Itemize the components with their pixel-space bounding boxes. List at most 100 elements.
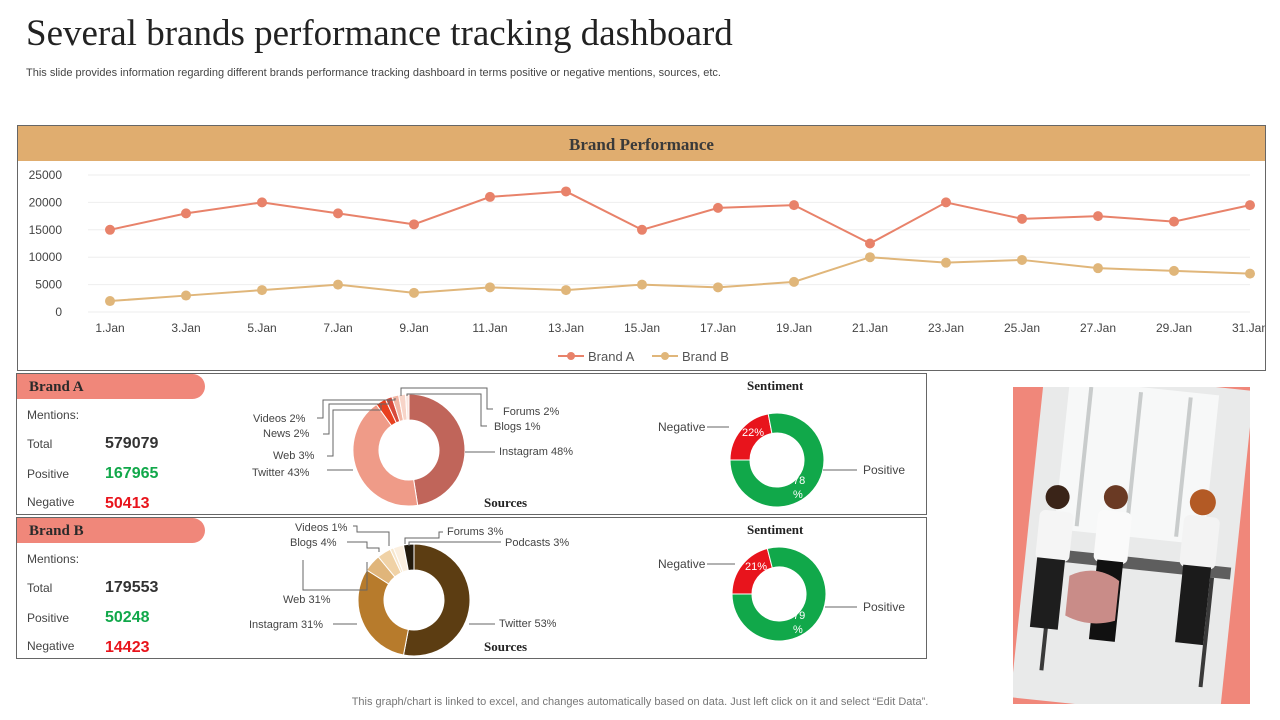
x-tick-label: 13.Jan	[548, 321, 584, 335]
label-web: Web 3%	[273, 450, 315, 462]
brand-b-sources-title: Sources	[484, 639, 527, 654]
x-tick-label: 19.Jan	[776, 321, 812, 335]
leader-line	[317, 398, 396, 419]
brand-performance-line-chart[interactable]: 0 5000 10000 15000 20000 25000 1.Jan 3.Jan 5.Jan…	[18, 161, 1265, 370]
brand-b-tag: Brand B	[17, 518, 205, 543]
brand-b-mentions-label: Mentions:	[27, 552, 80, 566]
leader-line	[323, 400, 390, 435]
y-tick-label: 0	[55, 305, 62, 319]
brand-b-sources-slice-instagram	[357, 569, 409, 656]
label-blogs: Blogs 4%	[290, 537, 337, 549]
y-tick-label: 5000	[35, 278, 62, 292]
series-line-brand-b	[109, 256, 1251, 303]
data-point	[105, 296, 115, 307]
label-forums: Forums 2%	[503, 406, 559, 418]
data-point	[1245, 200, 1255, 211]
legend-marker	[661, 352, 669, 360]
brand-a-panel: Brand A Mentions: Total 579079 Positive …	[16, 373, 927, 515]
brand-b-negative-value: 14423	[105, 639, 150, 656]
x-tick-label: 25.Jan	[1004, 321, 1040, 335]
brand-a-sentiment-slice-positive	[729, 412, 825, 508]
label-twitter: Twitter 43%	[252, 467, 310, 479]
label-videos: Videos 2%	[253, 413, 306, 425]
brand-a-sentiment-title: Sentiment	[747, 378, 804, 393]
leader-line	[408, 541, 501, 546]
data-point	[333, 208, 343, 219]
x-tick-label: 23.Jan	[928, 321, 964, 335]
data-point	[409, 287, 419, 298]
data-point	[181, 208, 191, 219]
label-instagram: Instagram 48%	[499, 446, 573, 458]
y-tick-label: 15000	[29, 223, 63, 237]
sentiment-positive-pct: 79	[793, 610, 805, 622]
data-point	[409, 219, 419, 230]
data-point	[941, 197, 951, 208]
leader-line	[400, 387, 493, 410]
brand-b-panel: Brand B Mentions: Total 179553 Positive …	[16, 517, 927, 659]
office-meeting-photo	[1013, 387, 1250, 704]
brand-b-charts[interactable]: Sources Forums 3%Podcasts 3% Twitter 53% Vi…	[17, 518, 926, 658]
data-point	[1093, 211, 1103, 222]
brand-a-sources-title: Sources	[484, 495, 527, 510]
label-twitter: Twitter 53%	[499, 618, 557, 630]
series-line-brand-a	[109, 190, 1251, 245]
y-tick-label: 10000	[29, 250, 63, 264]
data-point	[561, 186, 571, 197]
brand-a-positive-label: Positive	[27, 467, 70, 481]
brand-b-sources-slice-twitter	[402, 543, 471, 657]
data-point	[561, 285, 571, 296]
data-point	[1017, 254, 1027, 265]
sentiment-positive-pct-sign: %	[793, 489, 803, 501]
page-title: Several brands performance tracking dash…	[26, 13, 733, 54]
sentiment-negative-pct: 21%	[745, 561, 767, 573]
sentiment-positive-pct: 78	[793, 475, 805, 487]
x-tick-label: 17.Jan	[700, 321, 736, 335]
footer-note: This graph/chart is linked to excel, and…	[351, 696, 929, 708]
data-point	[865, 238, 875, 249]
label-videos: Videos 1%	[295, 522, 348, 534]
office-meeting-photo-frame	[1013, 387, 1250, 704]
brand-a-charts[interactable]: Sources Forums 2% Blogs 1% Instagram 48% Vid…	[17, 374, 926, 514]
data-point	[105, 224, 115, 235]
x-tick-label: 27.Jan	[1080, 321, 1116, 335]
sentiment-positive-pct-sign: %	[793, 624, 803, 636]
page-subtitle: This slide provides information regardin…	[26, 67, 721, 79]
brand-b-sentiment-slice-positive	[731, 546, 827, 642]
data-point	[257, 197, 267, 208]
brand-b-total-value: 179553	[105, 579, 159, 596]
leader-line	[404, 531, 443, 544]
x-tick-label: 9.Jan	[399, 321, 428, 335]
data-point	[1169, 265, 1179, 276]
data-point	[713, 202, 723, 213]
data-point	[485, 191, 495, 202]
brand-a-positive-value: 167965	[105, 465, 159, 482]
x-tick-label: 3.Jan	[171, 321, 200, 335]
label-instagram: Instagram 31%	[249, 619, 323, 631]
leader-line	[302, 560, 368, 591]
legend-label: Brand B	[682, 349, 729, 364]
brand-b-positive-value: 50248	[105, 609, 150, 626]
brand-a-negative-value: 50413	[105, 495, 150, 512]
data-point	[1169, 216, 1179, 227]
leader-line	[327, 404, 382, 457]
sentiment-positive-label: Positive	[863, 600, 905, 614]
data-point	[1245, 268, 1255, 279]
data-point	[257, 285, 267, 296]
data-point	[333, 279, 343, 290]
brand-b-positive-label: Positive	[27, 611, 70, 625]
x-tick-label: 11.Jan	[472, 321, 507, 335]
leader-line	[347, 541, 380, 552]
x-tick-label: 29.Jan	[1156, 321, 1192, 335]
data-point	[181, 290, 191, 301]
y-tick-label: 25000	[29, 168, 63, 182]
brand-a-tag: Brand A	[17, 374, 205, 399]
label-podcasts: Podcasts 3%	[505, 537, 569, 549]
x-tick-label: 31.Jan	[1232, 321, 1265, 335]
brand-a-total-label: Total	[27, 437, 53, 451]
legend-marker	[567, 352, 575, 360]
data-point	[789, 200, 799, 211]
data-point	[1017, 213, 1027, 224]
y-tick-label: 20000	[29, 195, 63, 209]
brand-b-total-label: Total	[27, 581, 53, 595]
label-forums: Forums 3%	[447, 526, 503, 538]
